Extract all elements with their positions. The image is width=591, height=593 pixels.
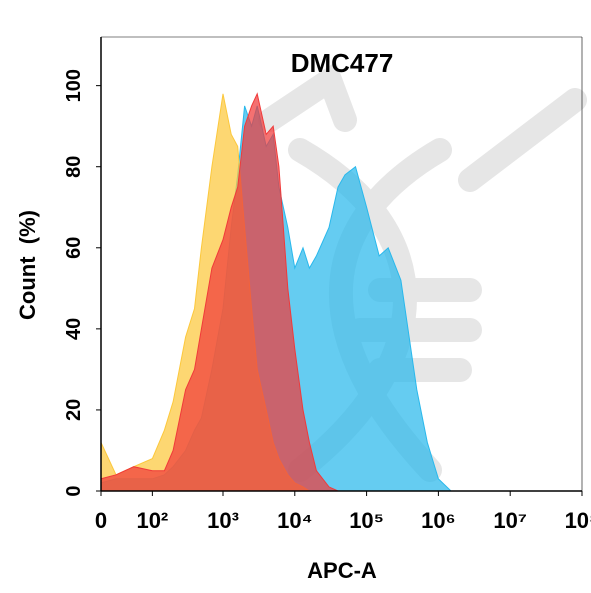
y-tick-label: 20 — [63, 399, 85, 421]
y-axis-label: Count (%) — [15, 210, 40, 320]
x-tick-label: 10³ — [207, 508, 239, 533]
x-tick-label: 10⁶ — [421, 508, 456, 533]
y-tick-label: 80 — [63, 156, 85, 178]
chart-title: DMC477 — [291, 48, 394, 78]
x-tick-label: 10⁴ — [277, 508, 312, 533]
x-tick-label: 10⁸ — [565, 508, 591, 533]
y-tick-label: 40 — [63, 318, 85, 340]
y-tick-label: 60 — [63, 237, 85, 259]
plot-area — [100, 92, 452, 492]
x-tick-label: 10⁵ — [349, 508, 384, 533]
x-tick-label: 10⁷ — [493, 508, 527, 533]
x-tick-label: 0 — [95, 508, 107, 533]
y-tick-label: 0 — [63, 485, 85, 496]
x-tick-label: 10² — [136, 508, 168, 533]
x-axis-label: APC-A — [307, 558, 377, 583]
y-tick-label: 100 — [63, 69, 85, 102]
